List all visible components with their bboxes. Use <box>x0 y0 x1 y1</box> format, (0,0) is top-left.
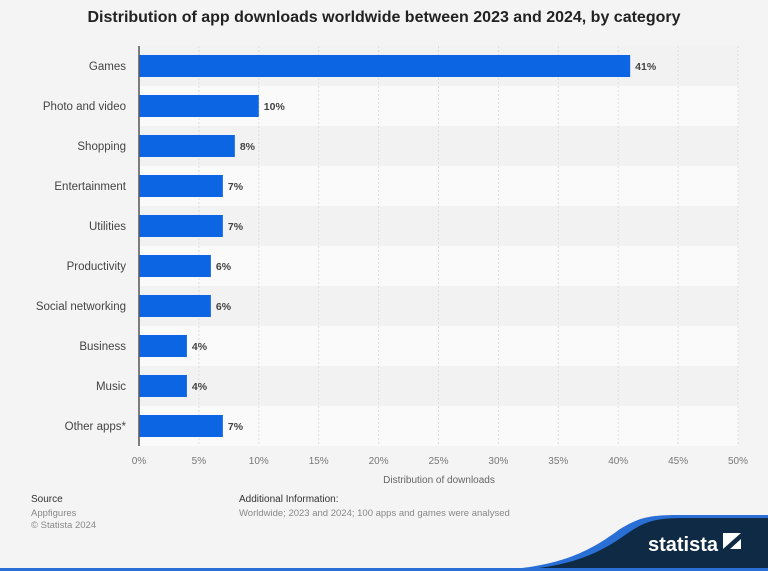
data-label: 7% <box>228 221 244 233</box>
x-tick-label: 10% <box>249 456 269 467</box>
statista-logo-banner <box>0 515 768 571</box>
data-label: 7% <box>228 421 244 433</box>
x-tick-label: 45% <box>668 456 688 467</box>
data-label: 41% <box>635 61 657 73</box>
source-label: Source <box>31 494 63 505</box>
y-tick-label: Utilities <box>89 221 126 233</box>
bar[interactable] <box>139 415 223 437</box>
data-label: 4% <box>192 341 208 353</box>
y-tick-label: Games <box>89 61 126 73</box>
bar[interactable] <box>139 175 223 197</box>
data-label: 6% <box>216 301 232 313</box>
bar[interactable] <box>139 335 187 357</box>
y-tick-label: Social networking <box>36 301 126 313</box>
statista-logo-text: statista <box>647 534 718 556</box>
x-tick-label: 25% <box>428 456 448 467</box>
y-tick-label: Music <box>96 381 126 393</box>
data-label: 8% <box>240 141 256 153</box>
source-link[interactable]: Appfigures <box>31 508 77 519</box>
bar[interactable] <box>139 215 223 237</box>
x-tick-label: 5% <box>192 456 207 467</box>
data-label: 4% <box>192 381 208 393</box>
bar[interactable] <box>139 255 211 277</box>
bar[interactable] <box>139 295 211 317</box>
x-tick-label: 35% <box>548 456 568 467</box>
x-tick-label: 20% <box>369 456 389 467</box>
y-tick-label: Shopping <box>77 141 126 153</box>
copyright: © Statista 2024 <box>31 520 97 531</box>
y-tick-label: Productivity <box>67 261 127 273</box>
x-tick-label: 30% <box>488 456 508 467</box>
data-label: 6% <box>216 261 232 273</box>
additional-info: Worldwide; 2023 and 2024; 100 apps and g… <box>239 508 510 519</box>
additional-info-label: Additional Information: <box>239 494 339 505</box>
bar[interactable] <box>139 95 259 117</box>
x-tick-label: 0% <box>132 456 147 467</box>
x-tick-label: 15% <box>309 456 329 467</box>
x-tick-label: 50% <box>728 456 748 467</box>
data-label: 10% <box>264 101 286 113</box>
bar-chart: 0% 5% 10% 15% 20% 25% 30% 35% 40% 45% 50% Games 41% P… <box>36 46 748 467</box>
x-axis-label: Distribution of downloads <box>383 475 495 486</box>
x-tick-label: 40% <box>608 456 628 467</box>
y-tick-label: Photo and video <box>43 101 126 113</box>
y-tick-label: Entertainment <box>54 181 126 193</box>
bar[interactable] <box>139 55 631 77</box>
y-tick-label: Other apps* <box>65 421 127 433</box>
chart-title: Distribution of app downloads worldwide … <box>87 9 681 26</box>
bar[interactable] <box>139 375 187 397</box>
y-tick-label: Business <box>79 341 126 353</box>
data-label: 7% <box>228 181 244 193</box>
bar[interactable] <box>139 135 235 157</box>
